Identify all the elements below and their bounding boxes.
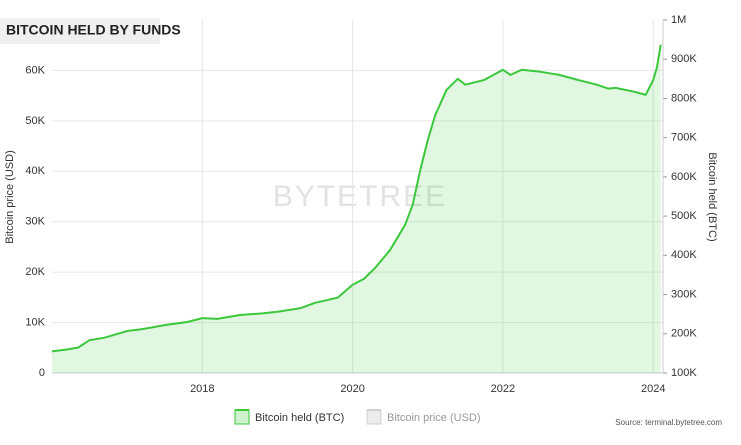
y-tick-label: 20K bbox=[25, 266, 45, 278]
y2-tick-label: 500K bbox=[671, 210, 697, 222]
y-tick-label: 50K bbox=[25, 115, 45, 127]
title-box bbox=[0, 18, 160, 44]
y2-tick-label: 1M bbox=[671, 14, 686, 26]
y2-tick-label: 100K bbox=[671, 367, 697, 379]
y2-tick-label: 300K bbox=[671, 288, 697, 300]
y2-tick-label: 600K bbox=[671, 171, 697, 183]
x-tick-label: 2024 bbox=[641, 383, 665, 395]
legend-swatch bbox=[234, 409, 250, 425]
legend-label: Bitcoin held (BTC) bbox=[255, 412, 344, 424]
y2-tick-label: 400K bbox=[671, 249, 697, 261]
y2-axis-title: Bitcoin held (BTC) bbox=[706, 152, 718, 241]
legend-swatch bbox=[366, 409, 382, 425]
y-tick-label: 10K bbox=[25, 316, 45, 328]
y2-tick-label: 800K bbox=[671, 92, 697, 104]
y2-tick-label: 900K bbox=[671, 53, 697, 65]
line bbox=[51, 44, 662, 353]
y-tick-label: 40K bbox=[25, 165, 45, 177]
chart-title: BITCOIN HELD BY FUNDS bbox=[6, 22, 181, 38]
y-tick-label: 60K bbox=[25, 64, 45, 76]
x-tick-label: 2020 bbox=[340, 383, 364, 395]
y-tick-label: 30K bbox=[25, 216, 45, 228]
x-tick-label: 2022 bbox=[491, 383, 515, 395]
y-axis-title: Bitcoin price (USD) bbox=[4, 150, 16, 244]
legend-label: Bitcoin price (USD) bbox=[387, 412, 481, 424]
y-tick-label: 0 bbox=[39, 367, 45, 379]
source: Source: terminal.bytetree.com bbox=[615, 418, 722, 427]
y2-tick-label: 200K bbox=[671, 328, 697, 340]
y2-tick-label: 700K bbox=[671, 132, 697, 144]
x-tick-label: 2018 bbox=[190, 383, 214, 395]
area bbox=[52, 44, 661, 373]
